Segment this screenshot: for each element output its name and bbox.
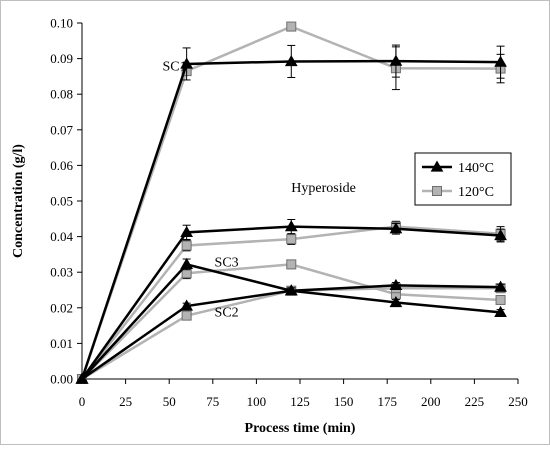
data-point [389, 278, 403, 290]
data-point [494, 305, 507, 318]
data-point [180, 257, 194, 269]
x-tick-label: 100 [247, 394, 267, 409]
series-sc2-140c [75, 278, 507, 384]
data-point [389, 54, 403, 66]
x-tick-label: 225 [465, 394, 485, 409]
y-tick-label: 0.10 [50, 16, 73, 31]
legend-label: 120°C [458, 185, 494, 200]
annotation-sc1: SC1 [163, 60, 187, 75]
legend-label: 140°C [458, 161, 494, 176]
x-axis-title: Process time (min) [245, 421, 356, 436]
data-point [286, 259, 297, 270]
x-tick-label: 200 [421, 394, 441, 409]
y-tick-label: 0.02 [50, 300, 73, 315]
y-tick-label: 0.00 [50, 372, 73, 387]
data-point [181, 310, 192, 321]
y-tick-label: 0.08 [50, 87, 73, 102]
data-point [284, 54, 298, 67]
annotation-hyperoside: Hyperoside [291, 181, 356, 196]
legend: 140°C 120°C [414, 152, 512, 206]
data-point [389, 295, 403, 308]
y-tick-label: 0.05 [50, 194, 73, 209]
y-tick-label: 0.07 [50, 122, 73, 137]
x-tick-label: 50 [163, 394, 176, 409]
y-tick-label: 0.04 [50, 229, 73, 244]
x-tick-label: 0 [79, 394, 86, 409]
y-tick-label: 0.03 [50, 265, 73, 280]
data-point [495, 294, 506, 305]
legend-item: 140°C [422, 160, 494, 176]
annotation-sc3: SC3 [215, 256, 239, 271]
data-point [494, 280, 507, 292]
y-tick-label: 0.06 [50, 158, 73, 173]
legend-item: 120°C [422, 185, 494, 200]
y-tick-label: 0.01 [50, 336, 73, 351]
annotation-sc2: SC2 [215, 305, 239, 320]
y-tick-label: 0.09 [50, 51, 73, 66]
data-point [180, 225, 194, 237]
data-point [75, 372, 89, 384]
data-point [389, 222, 403, 234]
series-layer [75, 21, 507, 384]
legend-box [414, 152, 512, 206]
series-sc1-140c [75, 44, 507, 384]
data-point [284, 220, 298, 232]
x-tick-label: 250 [508, 394, 528, 409]
data-point [286, 21, 297, 32]
legend-marker [432, 186, 442, 196]
x-tick-label: 150 [334, 394, 354, 409]
data-point [286, 234, 297, 245]
annotations: SC1 Hyperoside SC3 SC2 [163, 60, 356, 321]
data-point [180, 299, 194, 311]
x-tick-label: 25 [119, 394, 132, 409]
y-axis-title: Concentration (g/l) [11, 144, 26, 258]
x-tick-label: 125 [290, 394, 310, 409]
x-tick-label: 75 [206, 394, 219, 409]
data-point [180, 57, 194, 69]
data-point [494, 229, 507, 241]
data-point [284, 284, 298, 296]
series-hyperoside-140c [75, 219, 507, 384]
axes: 0.00 0.01 0.02 0.03 0.04 0.05 0.06 0.07 0.08 0.09… [11, 16, 528, 437]
x-tick-label: 175 [377, 394, 397, 409]
data-point [181, 240, 192, 251]
legend-marker [430, 160, 444, 172]
data-point [494, 55, 507, 67]
